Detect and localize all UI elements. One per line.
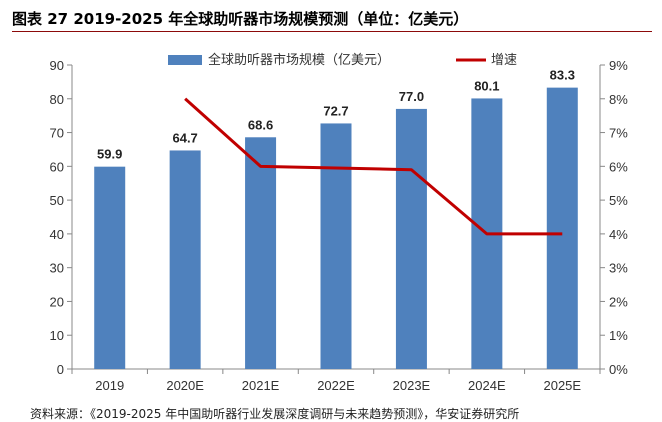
- bar-data-label: 72.7: [323, 103, 348, 118]
- left-tick-label: 60: [50, 159, 64, 174]
- x-tick-label: 2021E: [242, 378, 280, 393]
- right-tick-label: 6%: [609, 159, 628, 174]
- bar: [320, 123, 352, 370]
- combo-chart: 0 10 20 30 40 50 60 70 80 90 0% 1% 2% 3% 4% 5% 6% 7% 8% 9% 2…: [50, 52, 629, 393]
- bar-data-label: 83.3: [550, 68, 575, 83]
- right-tick-label: 8%: [609, 92, 628, 107]
- legend-line-label: 增速: [491, 53, 517, 68]
- legend-bar-swatch: [168, 55, 202, 65]
- right-tick-label: 5%: [609, 193, 628, 208]
- bar-data-label: 68.6: [248, 117, 273, 132]
- x-tick-label: 2019: [95, 378, 124, 393]
- right-tick-label: 7%: [609, 126, 628, 141]
- left-tick-label: 20: [50, 294, 64, 309]
- left-tick-label: 80: [50, 92, 64, 107]
- left-tick-label: 40: [50, 227, 64, 242]
- right-tick-label: 0%: [609, 362, 628, 377]
- chart-title: 图表 27 2019-2025 年全球助听器市场规模预测（单位：亿美元）: [12, 10, 469, 28]
- bar-data-label: 80.1: [474, 78, 499, 93]
- bar: [395, 108, 427, 370]
- left-tick-label: 0: [57, 362, 64, 377]
- growth-line: [184, 97, 563, 236]
- left-tick-label: 90: [50, 58, 64, 73]
- left-tick-label: 30: [50, 261, 64, 276]
- left-tick-label: 70: [50, 126, 64, 141]
- bar-data-label: 77.0: [399, 89, 424, 104]
- bar-data-label: 59.9: [97, 147, 122, 162]
- right-tick-label: 2%: [609, 294, 628, 309]
- x-tick-label: 2024E: [468, 378, 506, 393]
- left-tick-label: 50: [50, 193, 64, 208]
- x-tick-label: 2025E: [543, 378, 581, 393]
- title-row: 图表 27 2019-2025 年全球助听器市场规模预测（单位：亿美元）: [12, 6, 652, 32]
- bar-data-label: 64.7: [172, 130, 197, 145]
- bar: [546, 87, 578, 370]
- right-tick-label: 3%: [609, 261, 628, 276]
- source-note: 资料来源：《2019-2025 年中国助听器行业发展深度调研与未来趋势预测》，华…: [30, 407, 520, 421]
- x-tick-label: 2020E: [166, 378, 204, 393]
- bar: [169, 150, 201, 369]
- left-tick-label: 10: [50, 328, 64, 343]
- title-divider: [12, 31, 652, 32]
- x-tick-label: 2023E: [393, 378, 431, 393]
- legend-bar-label: 全球助听器市场规模（亿美元）: [208, 52, 390, 68]
- right-tick-label: 9%: [609, 58, 628, 73]
- bar: [94, 166, 126, 369]
- right-tick-label: 4%: [609, 227, 628, 242]
- right-tick-label: 1%: [609, 328, 628, 343]
- x-tick-label: 2022E: [317, 378, 355, 393]
- bar: [245, 137, 277, 369]
